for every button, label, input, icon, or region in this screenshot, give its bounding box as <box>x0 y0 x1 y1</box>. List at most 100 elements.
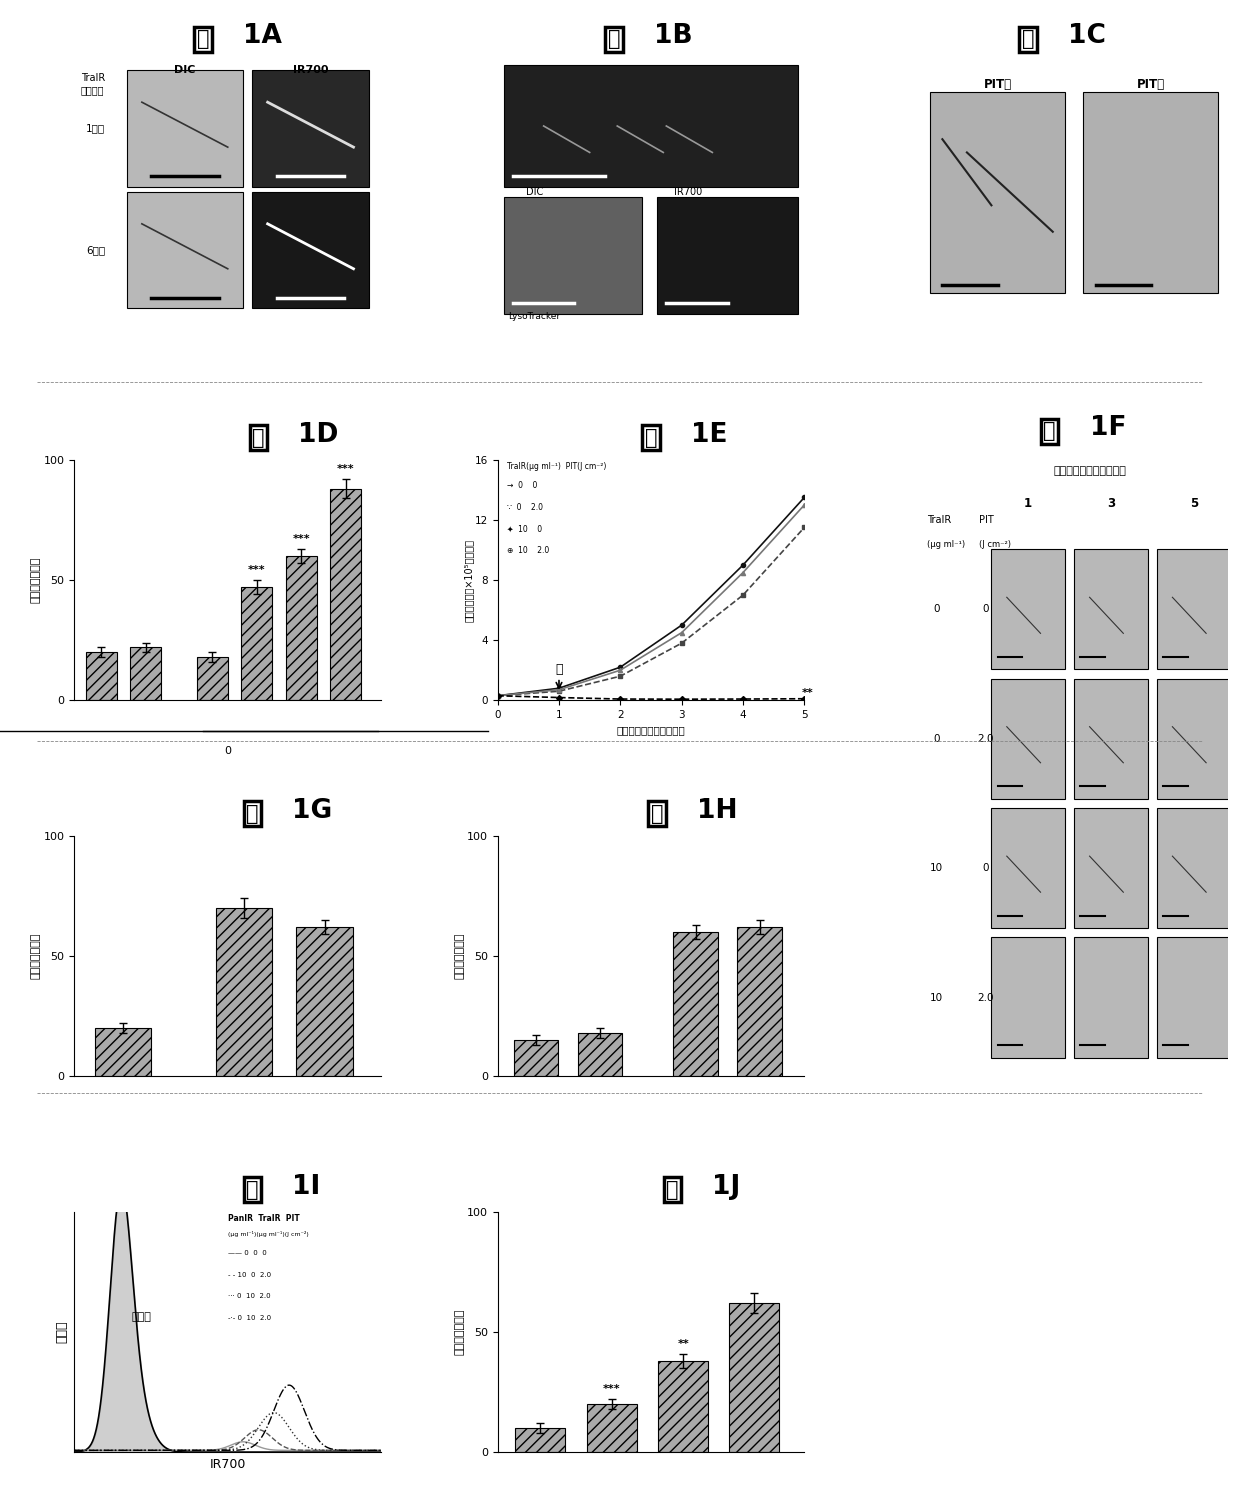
Text: —— 0  0  0: —— 0 0 0 <box>228 1250 267 1256</box>
Text: PanIR  TraIR  PIT: PanIR TraIR PIT <box>228 1214 300 1223</box>
Text: DIC: DIC <box>526 187 543 196</box>
Bar <box>1157 937 1230 1058</box>
Y-axis label: 细胞死亡百分数: 细胞死亡百分数 <box>31 933 41 979</box>
Text: PIT: PIT <box>980 515 994 525</box>
Text: 1A: 1A <box>243 24 281 49</box>
Bar <box>197 657 228 701</box>
Text: 1H: 1H <box>697 798 738 823</box>
Text: 图: 图 <box>197 30 210 49</box>
Bar <box>1074 678 1148 799</box>
Text: ***: *** <box>337 464 355 475</box>
Text: (μg ml⁻¹)(μg ml⁻¹)(J cm⁻²): (μg ml⁻¹)(μg ml⁻¹)(J cm⁻²) <box>228 1231 309 1237</box>
Bar <box>658 1361 708 1452</box>
Bar <box>94 1028 151 1076</box>
Bar <box>930 91 1065 292</box>
Bar <box>992 549 1065 669</box>
Bar <box>587 1404 636 1452</box>
Text: TraIR: TraIR <box>928 515 951 525</box>
Text: 5: 5 <box>1189 497 1198 510</box>
Text: TraIR(μg ml⁻¹)  PIT(J cm⁻²): TraIR(μg ml⁻¹) PIT(J cm⁻²) <box>507 463 606 472</box>
Text: 6小时: 6小时 <box>87 246 105 254</box>
Bar <box>126 192 243 308</box>
Bar <box>578 1033 622 1076</box>
Bar <box>738 927 782 1076</box>
Text: 图: 图 <box>1022 30 1034 49</box>
Text: 光: 光 <box>556 663 563 677</box>
Text: 图: 图 <box>252 428 264 448</box>
Text: (J cm⁻²): (J cm⁻²) <box>980 540 1011 549</box>
Text: 0: 0 <box>932 605 940 614</box>
Text: IR700: IR700 <box>293 66 329 75</box>
Text: 1C: 1C <box>1068 24 1106 49</box>
Text: - - 10  0  2.0: - - 10 0 2.0 <box>228 1272 270 1278</box>
Bar <box>503 198 642 314</box>
Text: 10: 10 <box>930 993 942 1003</box>
Text: 0: 0 <box>224 746 231 756</box>
Text: DIC: DIC <box>174 66 196 75</box>
Text: 图: 图 <box>246 1180 258 1199</box>
Bar <box>1074 549 1148 669</box>
Text: 细胞接种后的时间（天）: 细胞接种后的时间（天） <box>1053 466 1126 476</box>
Bar <box>1074 808 1148 928</box>
Bar <box>992 678 1065 799</box>
Text: 3: 3 <box>1107 497 1115 510</box>
Text: 死细胞: 死细胞 <box>131 1311 151 1322</box>
Bar <box>516 1428 565 1452</box>
Bar <box>1084 91 1219 292</box>
Text: 1E: 1E <box>691 422 728 448</box>
Text: 0: 0 <box>982 605 988 614</box>
Bar <box>330 488 361 701</box>
Text: 图: 图 <box>651 804 663 823</box>
Text: 1I: 1I <box>293 1174 320 1199</box>
Bar <box>1157 549 1230 669</box>
Text: 图: 图 <box>666 1180 678 1199</box>
Text: ··· 0  10  2.0: ··· 0 10 2.0 <box>228 1293 270 1299</box>
Text: -·- 0  10  2.0: -·- 0 10 2.0 <box>228 1314 270 1320</box>
Text: 图: 图 <box>608 30 620 49</box>
Bar <box>126 70 243 187</box>
Text: **: ** <box>677 1338 689 1349</box>
Text: 1D: 1D <box>299 422 339 448</box>
Bar <box>296 927 353 1076</box>
Text: 1B: 1B <box>653 24 693 49</box>
Bar <box>252 70 368 187</box>
Bar <box>130 647 161 701</box>
Text: PIT后: PIT后 <box>1137 78 1166 91</box>
Bar <box>503 66 799 187</box>
Text: 图: 图 <box>645 428 657 448</box>
Text: ∵  0    2.0: ∵ 0 2.0 <box>507 503 543 512</box>
Text: 图: 图 <box>246 804 258 823</box>
Bar <box>285 555 316 701</box>
Bar <box>657 198 799 314</box>
Y-axis label: 细胞死亡百分数: 细胞死亡百分数 <box>454 1308 464 1355</box>
Text: 10: 10 <box>930 864 942 873</box>
Text: 1小时: 1小时 <box>87 123 105 133</box>
Text: TraIR
孵育时间: TraIR 孵育时间 <box>81 73 105 94</box>
Bar <box>252 192 368 308</box>
Bar <box>673 933 718 1076</box>
Bar <box>1074 937 1148 1058</box>
Text: ⊕  10    2.0: ⊕ 10 2.0 <box>507 546 549 555</box>
Text: ✦  10    0: ✦ 10 0 <box>507 525 542 534</box>
Text: 图: 图 <box>1044 421 1056 442</box>
Text: ***: *** <box>248 566 265 575</box>
Y-axis label: 活力的细胞（×10⁵个细胞）: 活力的细胞（×10⁵个细胞） <box>464 539 474 621</box>
Text: (μg ml⁻¹): (μg ml⁻¹) <box>928 540 965 549</box>
Bar <box>513 1040 558 1076</box>
Y-axis label: 细胞死亡百分数: 细胞死亡百分数 <box>31 557 41 603</box>
Text: 1J: 1J <box>712 1174 740 1199</box>
Text: ***: *** <box>603 1385 620 1394</box>
Text: IR700: IR700 <box>673 187 702 196</box>
Y-axis label: 细胞数: 细胞数 <box>56 1320 69 1343</box>
Text: **: ** <box>801 689 813 699</box>
Text: 2.0: 2.0 <box>977 734 993 744</box>
X-axis label: 细胞接种后的时间（天）: 细胞接种后的时间（天） <box>616 726 686 735</box>
Bar <box>1157 808 1230 928</box>
Text: 2.0: 2.0 <box>977 993 993 1003</box>
Text: PIT前: PIT前 <box>983 78 1012 91</box>
Text: 1G: 1G <box>293 798 332 823</box>
Text: 1F: 1F <box>1090 415 1126 442</box>
Text: 1: 1 <box>1024 497 1033 510</box>
Y-axis label: 细胞死亡百劆数: 细胞死亡百劆数 <box>454 933 464 979</box>
Text: ***: *** <box>293 534 310 543</box>
